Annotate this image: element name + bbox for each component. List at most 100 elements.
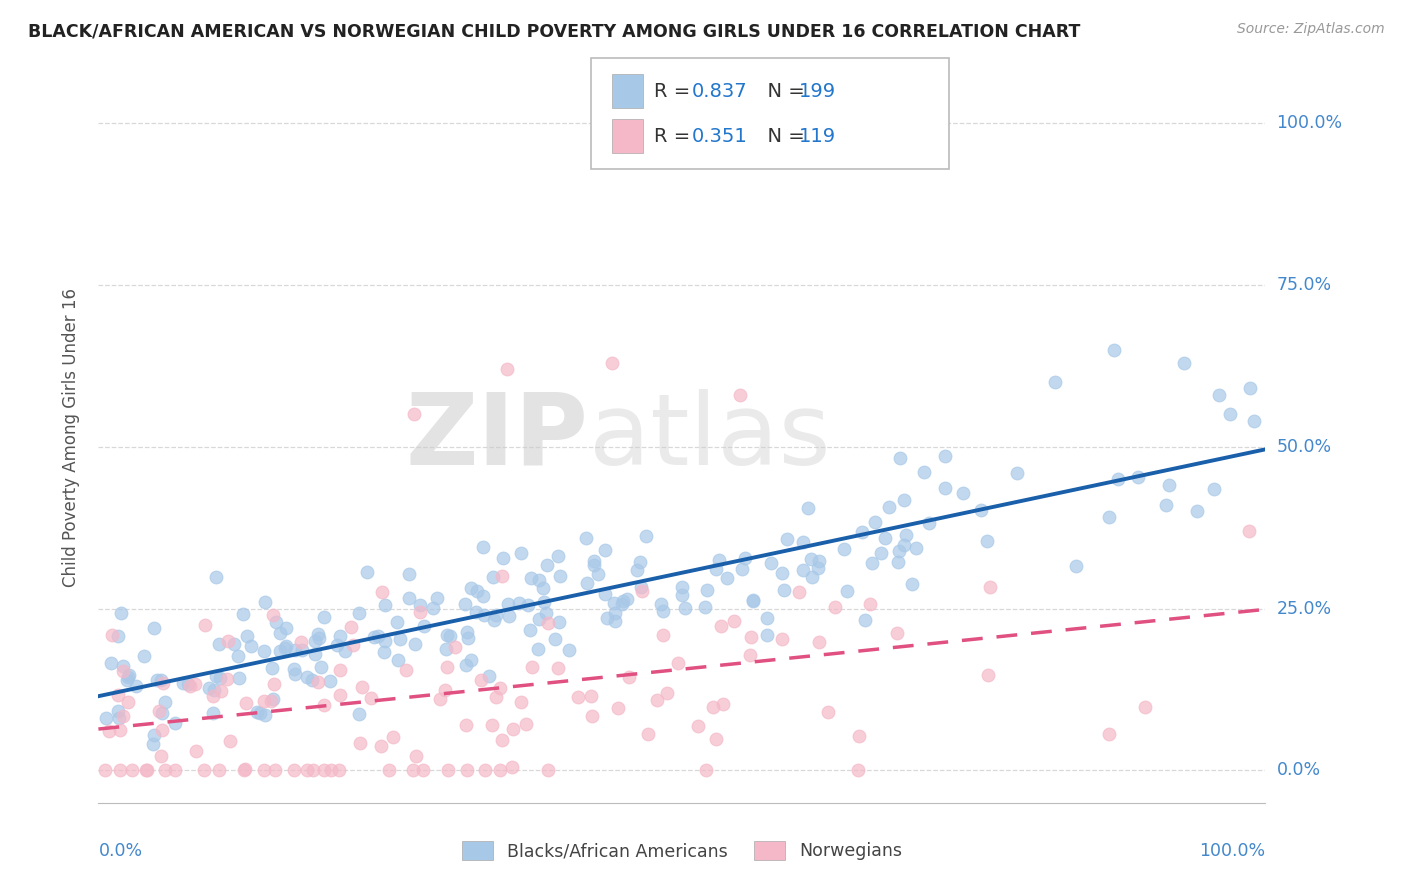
Point [235, 629, 257, 643]
Point [304, 648, 326, 662]
Point [108, 723, 131, 737]
Point [101, 627, 124, 641]
Point [567, 690, 589, 705]
Point [533, 595, 555, 609]
Point [510, 545, 533, 559]
Point [107, 704, 129, 718]
Point [792, 535, 814, 549]
Point [434, 642, 457, 657]
Point [142, 737, 165, 751]
Point [94, 764, 117, 778]
Point [163, 764, 186, 778]
Point [202, 683, 225, 698]
Point [235, 696, 257, 710]
Point [370, 739, 392, 753]
Point [387, 653, 409, 667]
Point [508, 596, 530, 610]
Point [489, 764, 512, 778]
Point [402, 408, 425, 422]
Point [522, 660, 544, 674]
Point [373, 645, 395, 659]
Text: R =: R = [654, 82, 696, 101]
Point [600, 356, 623, 370]
Point [893, 538, 915, 552]
Point [388, 632, 411, 646]
Point [492, 550, 515, 565]
Point [378, 764, 401, 778]
Point [879, 500, 901, 514]
Point [1239, 381, 1261, 395]
Point [519, 623, 541, 637]
Point [150, 673, 173, 688]
Point [205, 669, 228, 683]
Point [534, 607, 557, 621]
Point [197, 681, 219, 696]
Text: N =: N = [755, 127, 811, 145]
Point [422, 601, 444, 615]
Point [304, 634, 326, 648]
Point [851, 524, 873, 539]
Point [593, 543, 616, 558]
Point [232, 607, 254, 622]
Point [118, 667, 141, 681]
Text: 119: 119 [799, 127, 835, 145]
Point [800, 570, 823, 584]
Point [228, 672, 250, 686]
Text: 25.0%: 25.0% [1277, 599, 1331, 617]
Point [742, 593, 765, 607]
Point [612, 597, 634, 611]
Text: 0.0%: 0.0% [98, 842, 142, 860]
Point [194, 618, 217, 632]
Point [887, 543, 910, 558]
Point [253, 694, 276, 708]
Point [274, 641, 297, 656]
Point [98, 723, 121, 738]
Point [491, 569, 513, 583]
Point [456, 625, 478, 640]
Point [536, 764, 558, 778]
Point [233, 762, 256, 776]
Point [179, 679, 201, 693]
Point [970, 502, 993, 516]
Point [117, 673, 139, 688]
Point [889, 451, 911, 466]
Point [395, 663, 418, 677]
Text: ZIP: ZIP [406, 389, 589, 485]
Point [756, 628, 779, 642]
Legend: Blacks/African Americans, Norwegians: Blacks/African Americans, Norwegians [456, 834, 908, 867]
Point [437, 764, 460, 778]
Point [631, 583, 654, 598]
Point [217, 634, 239, 648]
Point [409, 598, 432, 612]
Point [153, 695, 176, 709]
Text: Source: ZipAtlas.com: Source: ZipAtlas.com [1237, 22, 1385, 37]
Point [264, 764, 287, 778]
Point [796, 501, 818, 516]
Point [312, 610, 335, 624]
Point [756, 611, 779, 625]
Point [575, 531, 598, 545]
Point [436, 628, 458, 642]
Point [460, 581, 482, 595]
Point [496, 362, 519, 376]
Point [260, 694, 283, 708]
Point [94, 711, 117, 725]
Text: 199: 199 [799, 82, 835, 101]
Point [671, 588, 693, 602]
Point [217, 672, 239, 686]
Text: 0.837: 0.837 [692, 82, 748, 101]
Point [143, 621, 166, 635]
Point [837, 583, 859, 598]
Point [481, 718, 503, 732]
Point [1102, 343, 1125, 357]
Point [723, 614, 745, 628]
Point [107, 688, 129, 702]
Point [502, 722, 524, 736]
Point [770, 632, 793, 646]
Point [491, 732, 513, 747]
Text: 100.0%: 100.0% [1199, 842, 1265, 860]
Point [696, 583, 718, 598]
Point [460, 653, 482, 667]
Point [232, 763, 254, 777]
Point [976, 534, 998, 549]
